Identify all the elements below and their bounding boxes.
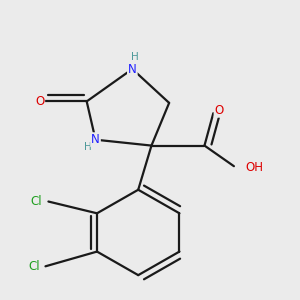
Text: N: N xyxy=(128,62,137,76)
Text: N: N xyxy=(91,133,100,146)
Text: H: H xyxy=(84,142,92,152)
Text: OH: OH xyxy=(246,161,264,174)
Text: Cl: Cl xyxy=(31,195,43,208)
Text: H: H xyxy=(131,52,139,62)
Text: O: O xyxy=(214,104,224,117)
Text: Cl: Cl xyxy=(28,260,40,273)
Text: O: O xyxy=(35,95,44,108)
